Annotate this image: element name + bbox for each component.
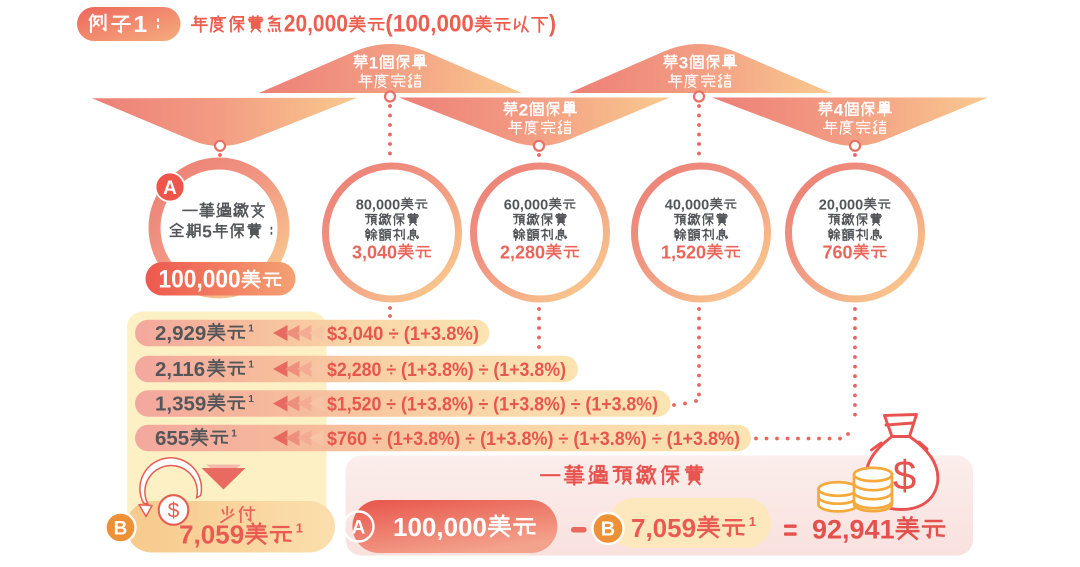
svg-text:7,059: 7,059: [631, 513, 696, 543]
svg-text:100,000: 100,000: [393, 512, 487, 542]
svg-text:80,000: 80,000: [356, 198, 400, 214]
svg-text:): ): [549, 11, 556, 38]
svg-text:1: 1: [248, 359, 254, 370]
svg-text:2: 2: [519, 101, 528, 120]
svg-text:100,000: 100,000: [159, 266, 241, 294]
svg-text:2,280: 2,280: [500, 243, 545, 263]
svg-text:$1,520 ÷ (1+3.8%) ÷ (1+3.8%) ÷: $1,520 ÷ (1+3.8%) ÷ (1+3.8%) ÷ (1+3.8%): [327, 393, 658, 415]
svg-text:2,929: 2,929: [155, 322, 206, 345]
svg-text:92,941: 92,941: [812, 515, 895, 545]
svg-text:40,000: 40,000: [665, 198, 709, 214]
svg-text:B: B: [601, 519, 615, 541]
svg-text:1: 1: [248, 394, 254, 405]
svg-text:1: 1: [248, 323, 254, 334]
svg-text:1: 1: [231, 428, 237, 439]
svg-text:3,040: 3,040: [352, 243, 397, 263]
svg-text:1: 1: [296, 521, 303, 536]
svg-text:2,116: 2,116: [155, 358, 205, 381]
svg-text:$: $: [168, 500, 180, 523]
svg-text:$2,280 ÷ (1+3.8%) ÷ (1+3.8%): $2,280 ÷ (1+3.8%) ÷ (1+3.8%): [327, 359, 566, 381]
svg-text:1: 1: [749, 514, 756, 529]
svg-text:760: 760: [823, 243, 853, 263]
svg-text:(100,000: (100,000: [385, 11, 474, 38]
svg-text:655: 655: [155, 427, 189, 450]
svg-text:1,359: 1,359: [155, 393, 206, 416]
svg-text:$760 ÷ (1+3.8%) ÷ (1+3.8%) ÷ (: $760 ÷ (1+3.8%) ÷ (1+3.8%) ÷ (1+3.8%) ÷ …: [327, 428, 740, 450]
svg-text:20,000: 20,000: [284, 11, 348, 38]
svg-text:$: $: [893, 452, 916, 499]
svg-text:60,000: 60,000: [504, 198, 548, 214]
svg-text:3: 3: [679, 54, 688, 73]
svg-text:5: 5: [202, 222, 212, 242]
svg-text:$3,040 ÷ (1+3.8%): $3,040 ÷ (1+3.8%): [327, 323, 479, 345]
svg-text:A: A: [352, 518, 366, 539]
svg-text:B: B: [114, 519, 128, 540]
svg-text:1: 1: [133, 11, 147, 37]
svg-text:4: 4: [834, 101, 844, 120]
svg-text:7,059: 7,059: [179, 520, 244, 550]
svg-text:1,520: 1,520: [661, 243, 706, 263]
svg-text:20,000: 20,000: [819, 198, 863, 214]
svg-text:A: A: [163, 178, 177, 199]
svg-text:1: 1: [369, 54, 378, 73]
